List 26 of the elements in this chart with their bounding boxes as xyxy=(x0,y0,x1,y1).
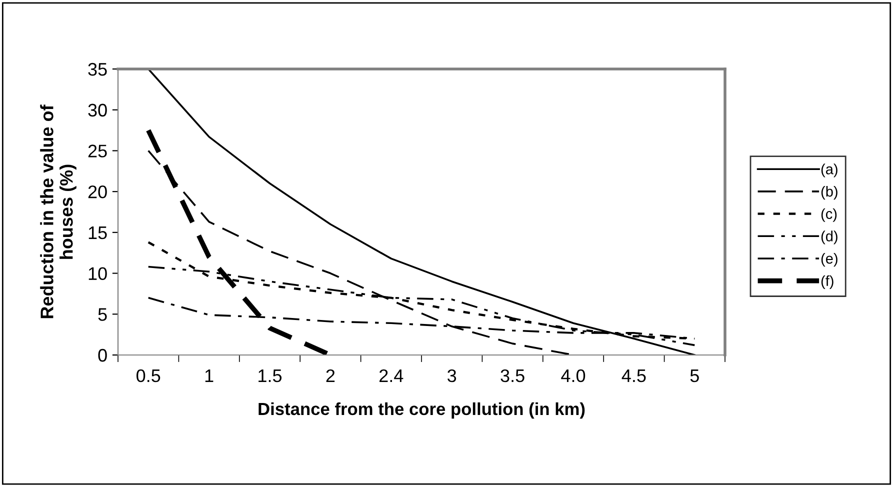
x-tick-label: 2.4 xyxy=(380,369,404,382)
y-tick-label: 15 xyxy=(88,226,107,240)
x-tick-label: 1 xyxy=(205,370,214,382)
y-tick-label: 20 xyxy=(88,186,107,198)
x-tick-label: 2 xyxy=(326,369,335,382)
x-tick-label: 0.5 xyxy=(136,369,160,382)
y-axis-title: Reduction in the value of houses (%) xyxy=(40,104,76,318)
x-tick-label: 3 xyxy=(448,369,456,382)
x-tick-label: 4.0 xyxy=(561,369,586,382)
x-tick-label: 3.5 xyxy=(500,369,524,382)
y-tick-label: 35 xyxy=(88,62,107,76)
y-tick-label: 25 xyxy=(88,144,107,158)
legend-label: (f) xyxy=(821,275,834,289)
legend-label: (b) xyxy=(821,186,838,200)
y-tick-label: 30 xyxy=(88,104,107,117)
legend-label: (a) xyxy=(821,164,838,178)
legend-label: (c) xyxy=(821,208,837,222)
y-tick-label: 0 xyxy=(98,348,107,362)
x-axis-title: Distance from the core pollution (in km) xyxy=(258,402,585,419)
y-tick-label: 10 xyxy=(88,267,107,280)
y-tick-label: 5 xyxy=(98,308,107,321)
x-tick-label: 1.5 xyxy=(258,370,282,382)
x-tick-label: 5 xyxy=(690,370,699,382)
legend-label: (d) xyxy=(821,230,838,244)
x-tick-label: 4.5 xyxy=(622,370,646,382)
legend-label: (e) xyxy=(821,253,838,267)
